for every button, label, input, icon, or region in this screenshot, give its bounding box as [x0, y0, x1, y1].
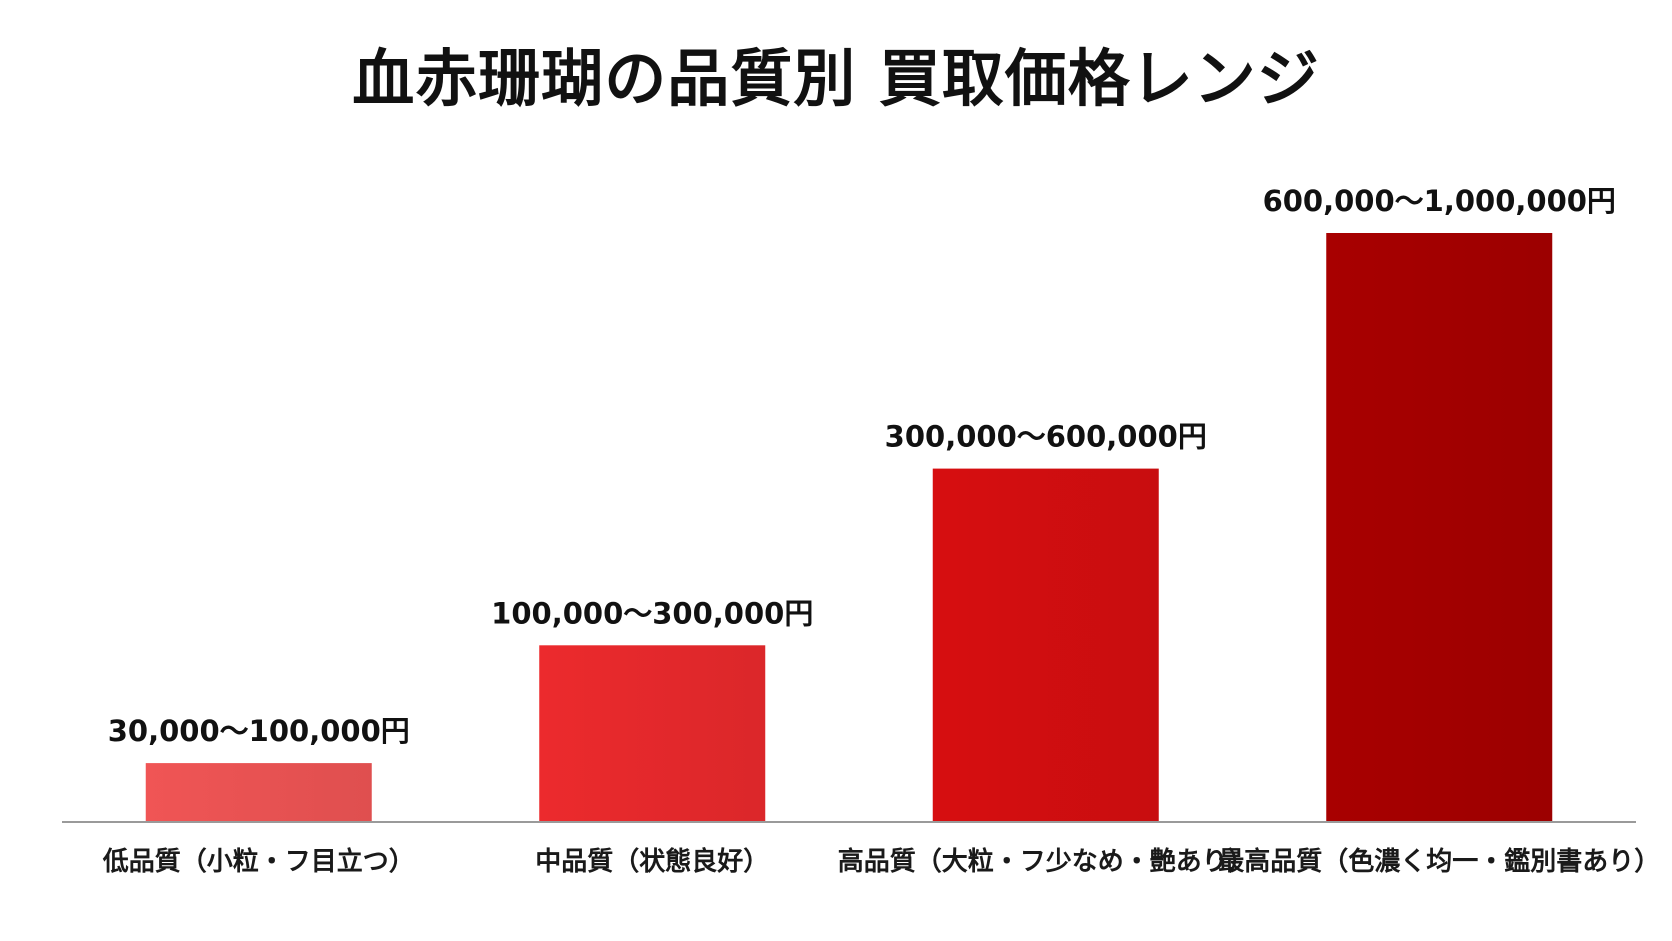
category-label-1: 低品質（小粒・フ目立つ）: [102, 846, 415, 877]
bar-value-label-3: 300,000〜600,000円: [885, 420, 1207, 454]
bar-4: [1326, 233, 1553, 822]
category-label-2: 中品質（状態良好）: [535, 846, 769, 877]
bar-2: [539, 645, 766, 822]
category-label-3: 高品質（大粒・フ少なめ・艶あり）: [838, 846, 1254, 877]
bar-1: [145, 763, 372, 822]
chart-title: 血赤珊瑚の品質別 買取価格レンジ: [352, 42, 1320, 115]
category-label-4: 最高品質（色濃く均一・鑑別書あり）: [1218, 846, 1660, 877]
bar-value-label-2: 100,000〜300,000円: [491, 596, 813, 630]
bar-3: [932, 468, 1159, 822]
bars-layer: [145, 233, 1553, 822]
bar-value-label-1: 30,000〜100,000円: [108, 714, 410, 748]
bar-value-label-4: 600,000〜1,000,000円: [1263, 184, 1616, 218]
